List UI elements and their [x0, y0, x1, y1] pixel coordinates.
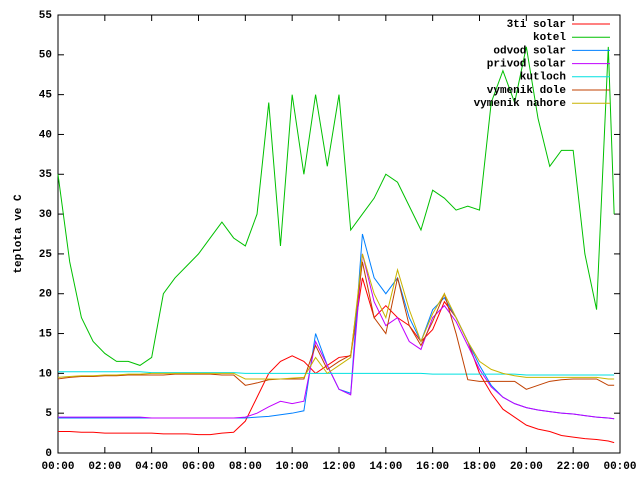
x-tick-label: 00:00 — [603, 461, 636, 473]
series-line — [58, 233, 615, 420]
y-tick-label: 25 — [39, 249, 53, 261]
series-line — [58, 253, 615, 420]
x-tick-label: 08:00 — [229, 461, 262, 473]
x-tick-label: 04:00 — [135, 461, 168, 473]
x-tick-label: 20:00 — [510, 461, 543, 473]
y-tick-label: 20 — [39, 289, 52, 301]
x-tick-label: 12:00 — [322, 461, 355, 473]
y-tick-label: 0 — [45, 448, 52, 460]
y-tick-label: 35 — [39, 169, 53, 181]
series-line — [57, 253, 615, 380]
legend-label: 3ti solar — [507, 19, 566, 31]
y-tick-label: 40 — [39, 129, 52, 141]
legend-label: kutloch — [520, 72, 566, 84]
x-tick-label: 00:00 — [41, 461, 74, 473]
series-line — [58, 277, 615, 444]
legend-label: privod solar — [487, 59, 566, 71]
y-tick-label: 45 — [39, 90, 53, 102]
series-line — [58, 371, 615, 376]
x-tick-label: 22:00 — [557, 461, 590, 473]
legend-label: vymenik dole — [487, 85, 567, 97]
series-line — [57, 46, 615, 366]
x-tick-label: 16:00 — [416, 461, 449, 473]
y-tick-label: 50 — [39, 50, 52, 62]
y-tick-label: 5 — [45, 408, 52, 420]
x-tick-label: 02:00 — [88, 461, 121, 473]
legend-label: vymenik nahore — [474, 98, 567, 110]
y-tick-label: 30 — [39, 209, 52, 221]
y-axis-label: teplota ve C — [13, 194, 25, 274]
x-tick-label: 06:00 — [182, 461, 215, 473]
series-line — [57, 261, 615, 390]
x-tick-label: 10:00 — [276, 461, 309, 473]
x-tick-label: 18:00 — [463, 461, 496, 473]
legend-label: odvod solar — [493, 45, 566, 57]
y-tick-label: 55 — [39, 10, 53, 22]
y-tick-label: 15 — [39, 328, 53, 340]
x-tick-label: 14:00 — [369, 461, 402, 473]
legend-label: kotel — [533, 32, 566, 44]
y-tick-label: 10 — [39, 368, 52, 380]
